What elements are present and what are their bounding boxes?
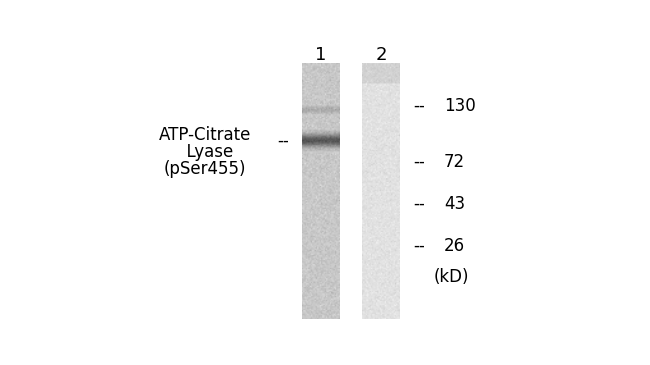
Text: 26: 26 [444, 237, 465, 255]
Text: Lyase: Lyase [176, 143, 233, 161]
Text: (kD): (kD) [434, 268, 469, 286]
Text: 72: 72 [444, 153, 465, 171]
Text: 43: 43 [444, 195, 465, 213]
Text: 2: 2 [375, 46, 387, 64]
Text: 1: 1 [315, 46, 326, 64]
Text: ATP-Citrate: ATP-Citrate [159, 126, 251, 144]
Text: --: -- [413, 153, 424, 171]
Text: --: -- [413, 237, 424, 255]
Text: --: -- [413, 97, 424, 115]
Text: (pSer455): (pSer455) [163, 160, 246, 178]
Text: --: -- [277, 132, 289, 150]
Text: --: -- [413, 195, 424, 213]
Text: 130: 130 [444, 97, 476, 115]
